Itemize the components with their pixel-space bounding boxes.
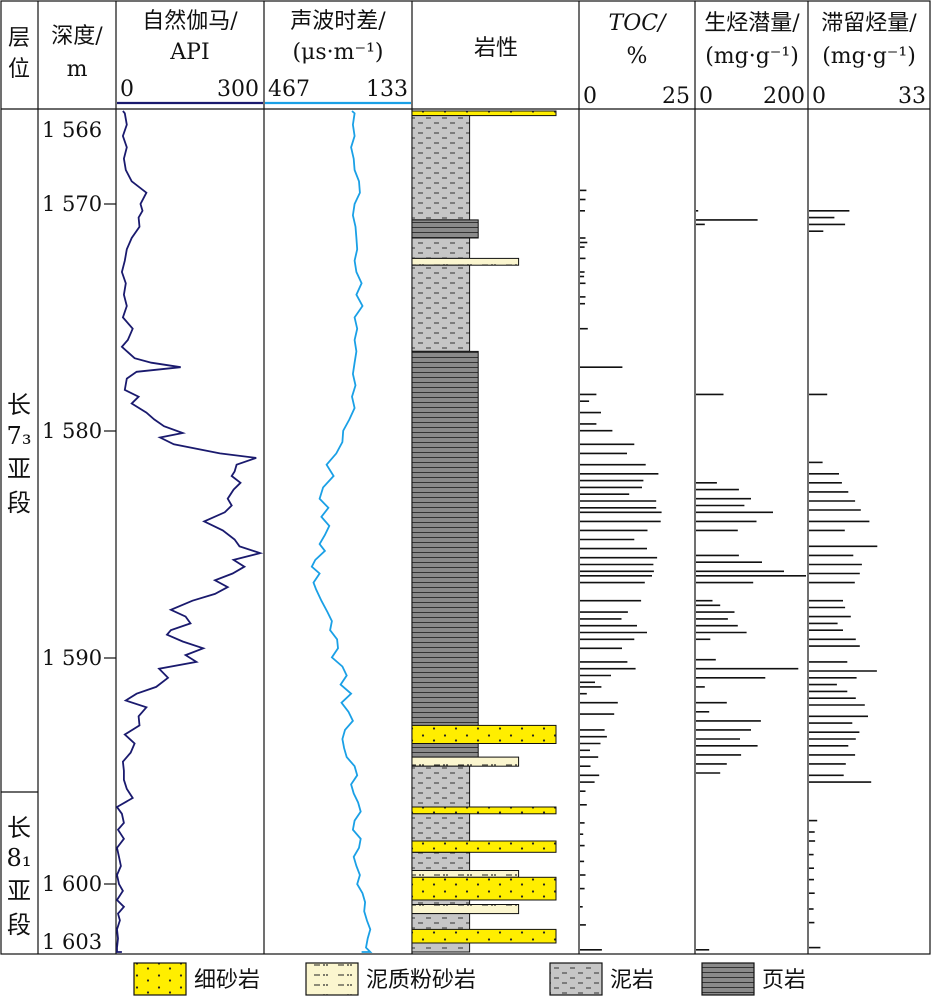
toc-track: [580, 189, 662, 951]
header-sonic-2: (μs·m⁻¹): [292, 40, 383, 65]
lithology-bed-fine-sandstone: [411, 724, 557, 745]
header-gamma-1: 自然伽马/: [142, 9, 238, 34]
lithology-bed-fine-sandstone: [411, 110, 557, 117]
lithology-bed-shale: [411, 219, 479, 239]
header-gamma-2: API: [169, 40, 209, 65]
outer-border: [0, 0, 931, 955]
strata-unit-chang81: 长 8₁ 亚 段: [7, 814, 32, 939]
header-sonic-1: 声波时差/: [290, 9, 386, 34]
lithology-bed-shale: [411, 350, 479, 726]
s1-track: [809, 210, 878, 949]
s1-scale-max: 33: [898, 84, 926, 109]
lithology-bed-fine-sandstone: [411, 840, 557, 853]
depth-track: 1 566 1 570 1 580 1 590 1 600 1 603: [42, 118, 116, 954]
lithology-bed-mudstone: [411, 899, 471, 905]
strata-label-line: 7₃: [7, 422, 32, 450]
strata-label-line: 长: [7, 391, 31, 419]
header-depth-1: 深度/: [51, 24, 103, 49]
depth-label: 1 570: [42, 192, 102, 216]
strata-label-line: 段: [7, 489, 31, 517]
header-depth-2: m: [67, 57, 88, 82]
lithology-bed-mudstone: [411, 851, 471, 872]
s2-scale-min: 0: [699, 84, 713, 109]
legend-label: 页岩: [762, 968, 806, 993]
depth-label: 1 590: [42, 646, 102, 670]
header-toc-1: TOC/: [609, 11, 669, 36]
header-toc-2: %: [627, 44, 648, 69]
strata-label-line: 8₁: [7, 844, 32, 872]
lithology-bed-mudstone: [411, 942, 471, 953]
strata-unit-chang73: 长 7₃ 亚 段: [7, 391, 32, 517]
depth-label: 1 600: [42, 872, 102, 896]
header-lithology: 岩性: [474, 36, 518, 61]
lithology-bed-fine-sandstone: [411, 928, 557, 944]
header: 层 位 深度/ m 自然伽马/ API 0 300 声波时差/ (μs·m⁻¹)…: [8, 9, 926, 109]
header-s2-1: 生烃潜量/: [704, 11, 800, 36]
lithology-bed-mudstone: [411, 913, 471, 930]
header-layer-1: 层: [8, 26, 30, 51]
lithology-bed-mudstone: [411, 264, 471, 352]
legend-swatch-fine-sandstone: [133, 962, 187, 996]
lithology-bed-fine-sandstone: [411, 876, 557, 901]
gamma-ray-curve: [115, 110, 264, 953]
legend-label: 泥质粉砂岩: [366, 968, 476, 993]
depth-label: 1 566: [42, 118, 102, 142]
header-s1-2: (mg·g⁻¹): [822, 44, 916, 69]
depth-label: 1 603: [42, 930, 102, 954]
gamma-scale-min: 0: [120, 77, 134, 102]
lithology-bed-mudstone: [411, 813, 471, 842]
header-s1-1: 滞留烃量/: [821, 11, 917, 36]
s1-scale-min: 0: [812, 84, 826, 109]
lithology-bed-mudstone: [411, 237, 471, 259]
lithology-bed-shale: [411, 743, 479, 758]
lithology-bed-argillaceous-siltstone: [411, 904, 520, 915]
sonic-scale-max: 133: [366, 77, 408, 102]
legend-label: 细砂岩: [194, 968, 260, 993]
s2-track: [696, 210, 806, 951]
sonic-scale-min: 467: [268, 77, 310, 102]
strata-label-line: 亚: [7, 877, 31, 905]
toc-scale-min: 0: [583, 84, 597, 109]
lithology-bed-mudstone: [411, 115, 471, 221]
legend: 细砂岩 泥质粉砂岩 泥岩 页岩: [133, 962, 806, 996]
legend-swatch-mudstone: [549, 962, 603, 996]
gamma-scale-max: 300: [217, 77, 259, 102]
strata-label-line: 段: [7, 911, 31, 939]
depth-label: 1 580: [42, 419, 102, 443]
sonic-curve: [310, 110, 373, 953]
legend-swatch-shale: [701, 962, 755, 996]
toc-scale-max: 25: [662, 84, 690, 109]
header-s2-2: (mg·g⁻¹): [705, 44, 799, 69]
strata-label-line: 长: [7, 814, 31, 842]
header-layer-2: 位: [8, 57, 30, 82]
lithology-bed-fine-sandstone: [411, 806, 557, 815]
strata-label-line: 亚: [7, 455, 31, 483]
s2-scale-max: 200: [763, 84, 805, 109]
legend-swatch-argillaceous-siltstone: [305, 962, 359, 996]
lithology-bed-argillaceous-siltstone: [411, 756, 520, 767]
legend-label: 泥岩: [610, 968, 654, 993]
lithology-bed-argillaceous-siltstone: [411, 870, 520, 878]
lithology-bed-mudstone: [411, 765, 471, 808]
lithology-column: [411, 110, 557, 953]
lithology-bed-argillaceous-siltstone: [411, 257, 520, 266]
